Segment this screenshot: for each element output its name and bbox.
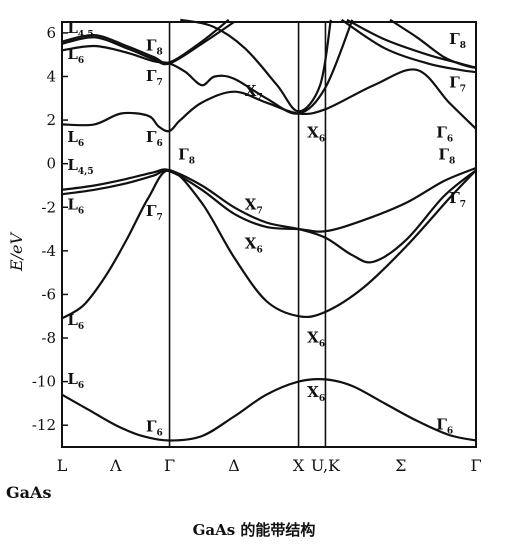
point-label-0: L4,5 bbox=[67, 19, 93, 40]
band-curve-7 bbox=[61, 18, 230, 65]
y-tick-label-1: 4 bbox=[46, 67, 56, 85]
chart-caption: GaAs 的能带结构 bbox=[192, 521, 316, 539]
y-axis-ticks: 6 4 2 0 -2 -4 -6 -8 -10 -12 bbox=[32, 24, 68, 434]
point-label-20: Γ7 bbox=[449, 73, 466, 94]
y-tick-label-8: -10 bbox=[32, 373, 56, 391]
y-tick-label-9: -12 bbox=[32, 416, 56, 434]
band-curve-11 bbox=[389, 18, 477, 69]
point-label-2: Γ8 bbox=[146, 36, 163, 57]
point-label-22: Γ8 bbox=[438, 145, 455, 166]
point-label-10: X7 bbox=[245, 82, 263, 103]
band-curve-10 bbox=[340, 18, 477, 74]
point-label-17: X6 bbox=[307, 383, 325, 404]
band-curve-5 bbox=[61, 19, 354, 115]
band-curves bbox=[61, 18, 477, 442]
point-label-8: L6 bbox=[67, 195, 84, 216]
point-label-9: Γ7 bbox=[146, 202, 163, 223]
y-tick-label-6: -6 bbox=[41, 285, 56, 303]
point-label-7: Γ8 bbox=[178, 145, 195, 166]
point-label-5: Γ6 bbox=[146, 128, 163, 149]
symmetry-lines bbox=[168, 22, 327, 447]
y-tick-label-5: -4 bbox=[41, 242, 56, 260]
point-label-11: X6 bbox=[307, 124, 325, 145]
point-label-24: Γ6 bbox=[436, 416, 453, 437]
y-tick-label-2: 2 bbox=[46, 111, 56, 129]
y-axis-title: E/eV bbox=[7, 232, 26, 273]
x-axis-ticks: L Λ Γ Δ X U,K Σ Γ bbox=[57, 456, 482, 475]
band-curve-2 bbox=[61, 168, 477, 264]
band-curve-6 bbox=[61, 21, 235, 66]
point-label-14: L6 bbox=[67, 311, 84, 332]
band-curve-3 bbox=[61, 166, 477, 233]
y-tick-label-7: -8 bbox=[41, 329, 56, 347]
band-curve-4 bbox=[61, 68, 477, 133]
x-tick-label-5: U,K bbox=[311, 456, 341, 475]
y-tick-label-4: -2 bbox=[41, 198, 56, 216]
point-labels: L4,5 L6 Γ8 Γ7 L6 Γ6 L4,5 Γ8 L6 Γ7 X7 X6 X7 X6 L6 X6 L6 X6… bbox=[67, 19, 466, 439]
band-curve-1 bbox=[61, 169, 477, 320]
point-label-3: Γ7 bbox=[146, 67, 163, 88]
point-label-16: L6 bbox=[67, 370, 84, 391]
plot-frame bbox=[61, 21, 477, 448]
x-tick-label-1: Λ bbox=[109, 456, 122, 475]
x-tick-label-4: X bbox=[293, 456, 305, 475]
point-label-6: L4,5 bbox=[67, 156, 93, 177]
point-label-21: Γ6 bbox=[436, 124, 453, 145]
point-label-4: L6 bbox=[67, 128, 84, 149]
point-label-19: Γ8 bbox=[449, 30, 466, 51]
y-tick-label-3: 0 bbox=[46, 155, 56, 173]
point-label-15: X6 bbox=[307, 328, 325, 349]
material-label: GaAs bbox=[6, 483, 52, 502]
x-tick-label-3: Δ bbox=[228, 456, 240, 475]
point-label-13: X6 bbox=[245, 235, 263, 256]
point-label-1: L6 bbox=[67, 45, 84, 66]
point-label-23: Γ7 bbox=[449, 189, 466, 210]
band-curve-8 bbox=[180, 18, 332, 113]
band-curve-0 bbox=[61, 377, 477, 442]
y-tick-label-0: 6 bbox=[46, 24, 56, 42]
x-tick-label-0: L bbox=[57, 456, 68, 475]
x-tick-label-7: Γ bbox=[470, 456, 481, 475]
x-tick-label-2: Γ bbox=[164, 456, 175, 475]
x-tick-label-6: Σ bbox=[395, 456, 406, 475]
point-label-12: X7 bbox=[245, 195, 263, 216]
point-label-18: Γ6 bbox=[146, 418, 163, 439]
